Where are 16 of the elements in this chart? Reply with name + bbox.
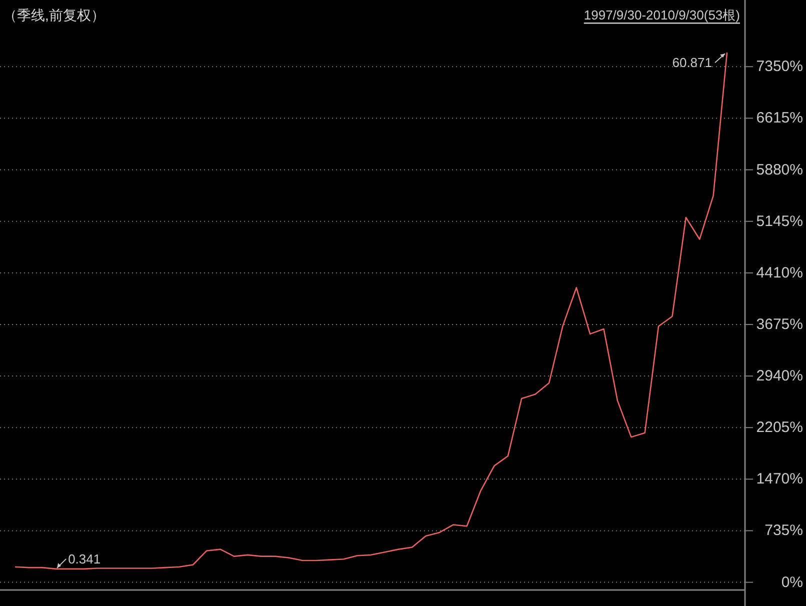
y-tick-label: 4410% xyxy=(756,264,803,282)
y-tick-label: 6615% xyxy=(756,110,803,127)
y-tick-label: 1470% xyxy=(756,470,803,488)
y-tick-label: 7350% xyxy=(756,58,803,76)
y-tick-label: 5880% xyxy=(756,161,803,178)
y-tick-label: 2205% xyxy=(756,419,803,436)
y-tick-label: 5145% xyxy=(756,212,803,230)
y-tick-label: 2940% xyxy=(756,368,803,385)
text: 1997/9/30-2010/9/30(53根) xyxy=(584,8,740,22)
y-tick-label: 735% xyxy=(764,522,803,540)
y-tick-label: 0% xyxy=(781,574,803,591)
annotation: 60.871 xyxy=(672,55,712,70)
line-series xyxy=(14,52,728,570)
y-tick-label: 3675% xyxy=(756,316,803,333)
annotation: 0.341 xyxy=(68,551,101,566)
text: （季线,前复权） xyxy=(3,7,105,23)
